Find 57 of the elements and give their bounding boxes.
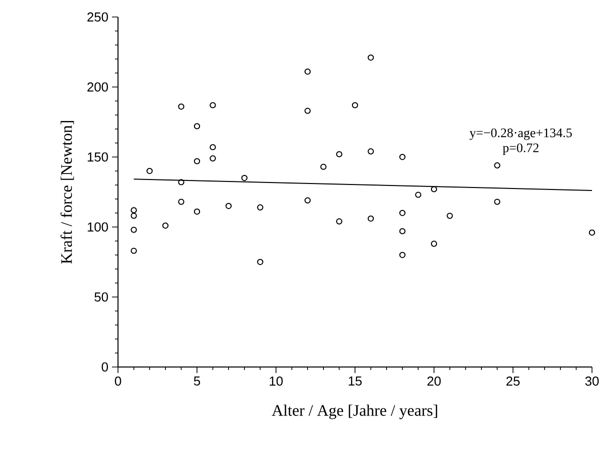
point <box>430 240 438 247</box>
point <box>336 151 342 158</box>
point <box>399 228 406 234</box>
y-tick-label: 50 <box>94 292 108 302</box>
point <box>320 164 326 170</box>
point <box>588 229 596 236</box>
x-tick-label: 20 <box>427 376 441 386</box>
point <box>194 158 200 164</box>
point <box>399 154 406 160</box>
point <box>304 197 311 204</box>
point <box>178 179 184 186</box>
x-axis-title: Alter / Age [Jahre / years] <box>272 404 438 420</box>
annotation: p=0.72 <box>502 143 538 155</box>
point <box>210 155 216 162</box>
annotation: y=−0.28·age+134.5 <box>470 128 572 140</box>
point <box>146 168 153 174</box>
point <box>178 198 184 205</box>
point <box>178 103 184 110</box>
point <box>130 207 137 214</box>
point <box>257 258 264 266</box>
x-tick-label: 0 <box>114 376 122 386</box>
point <box>446 212 453 219</box>
point <box>336 218 342 224</box>
point <box>368 54 374 61</box>
point <box>430 186 438 192</box>
point <box>130 248 137 254</box>
y-tick-label: 250 <box>87 12 108 22</box>
point <box>415 192 422 198</box>
point <box>130 226 137 233</box>
point <box>399 252 406 258</box>
point <box>368 148 374 154</box>
point <box>210 144 216 150</box>
x-tick-label: 5 <box>194 376 200 386</box>
point <box>210 102 216 108</box>
x-tick-label: 10 <box>270 376 283 386</box>
point <box>494 162 500 168</box>
x-tick-label: 15 <box>348 376 362 386</box>
point <box>130 212 137 219</box>
x-tick-label: 25 <box>506 376 520 386</box>
point <box>162 222 169 229</box>
y-tick-label: 200 <box>87 82 108 92</box>
point <box>226 202 232 210</box>
point <box>304 108 311 114</box>
point <box>304 68 311 75</box>
point <box>194 123 200 130</box>
point <box>257 204 264 210</box>
point <box>241 174 248 182</box>
x-tick-label: 30 <box>585 376 599 386</box>
y-tick-label: 150 <box>88 152 108 162</box>
point <box>194 208 200 215</box>
point <box>399 210 406 216</box>
point <box>368 215 374 222</box>
y-tick-label: 0 <box>102 362 108 372</box>
y-tick-label: 100 <box>88 222 108 232</box>
point <box>352 102 358 108</box>
point <box>494 198 500 205</box>
y-axis-title: Kraft / force [Newton] <box>60 121 74 264</box>
